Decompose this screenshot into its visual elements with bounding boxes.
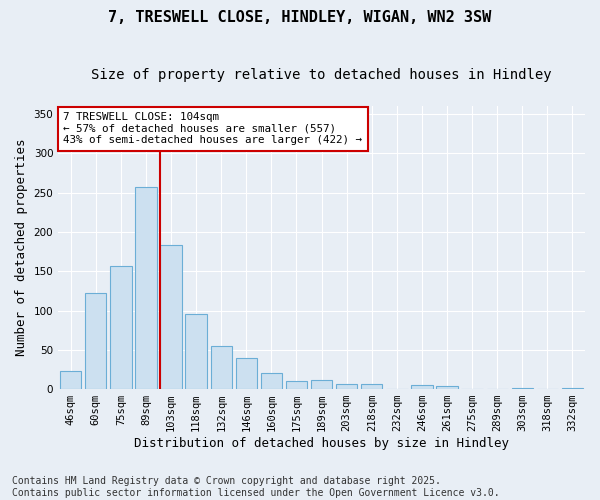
Bar bbox=[185, 314, 207, 389]
Bar bbox=[562, 388, 583, 389]
Bar bbox=[85, 293, 106, 389]
Bar bbox=[512, 388, 533, 389]
Bar bbox=[336, 384, 358, 389]
Text: Contains HM Land Registry data © Crown copyright and database right 2025.
Contai: Contains HM Land Registry data © Crown c… bbox=[12, 476, 500, 498]
Bar bbox=[236, 358, 257, 389]
Y-axis label: Number of detached properties: Number of detached properties bbox=[15, 139, 28, 356]
Bar bbox=[110, 266, 131, 389]
Title: Size of property relative to detached houses in Hindley: Size of property relative to detached ho… bbox=[91, 68, 552, 82]
Bar bbox=[136, 187, 157, 389]
Bar bbox=[60, 371, 82, 389]
X-axis label: Distribution of detached houses by size in Hindley: Distribution of detached houses by size … bbox=[134, 437, 509, 450]
Text: 7 TRESWELL CLOSE: 104sqm
← 57% of detached houses are smaller (557)
43% of semi-: 7 TRESWELL CLOSE: 104sqm ← 57% of detach… bbox=[64, 112, 362, 145]
Bar bbox=[286, 381, 307, 389]
Bar bbox=[261, 374, 282, 389]
Bar bbox=[436, 386, 458, 389]
Bar bbox=[411, 385, 433, 389]
Bar bbox=[361, 384, 382, 389]
Bar bbox=[160, 244, 182, 389]
Bar bbox=[311, 380, 332, 389]
Text: 7, TRESWELL CLOSE, HINDLEY, WIGAN, WN2 3SW: 7, TRESWELL CLOSE, HINDLEY, WIGAN, WN2 3… bbox=[109, 10, 491, 25]
Bar bbox=[211, 346, 232, 389]
